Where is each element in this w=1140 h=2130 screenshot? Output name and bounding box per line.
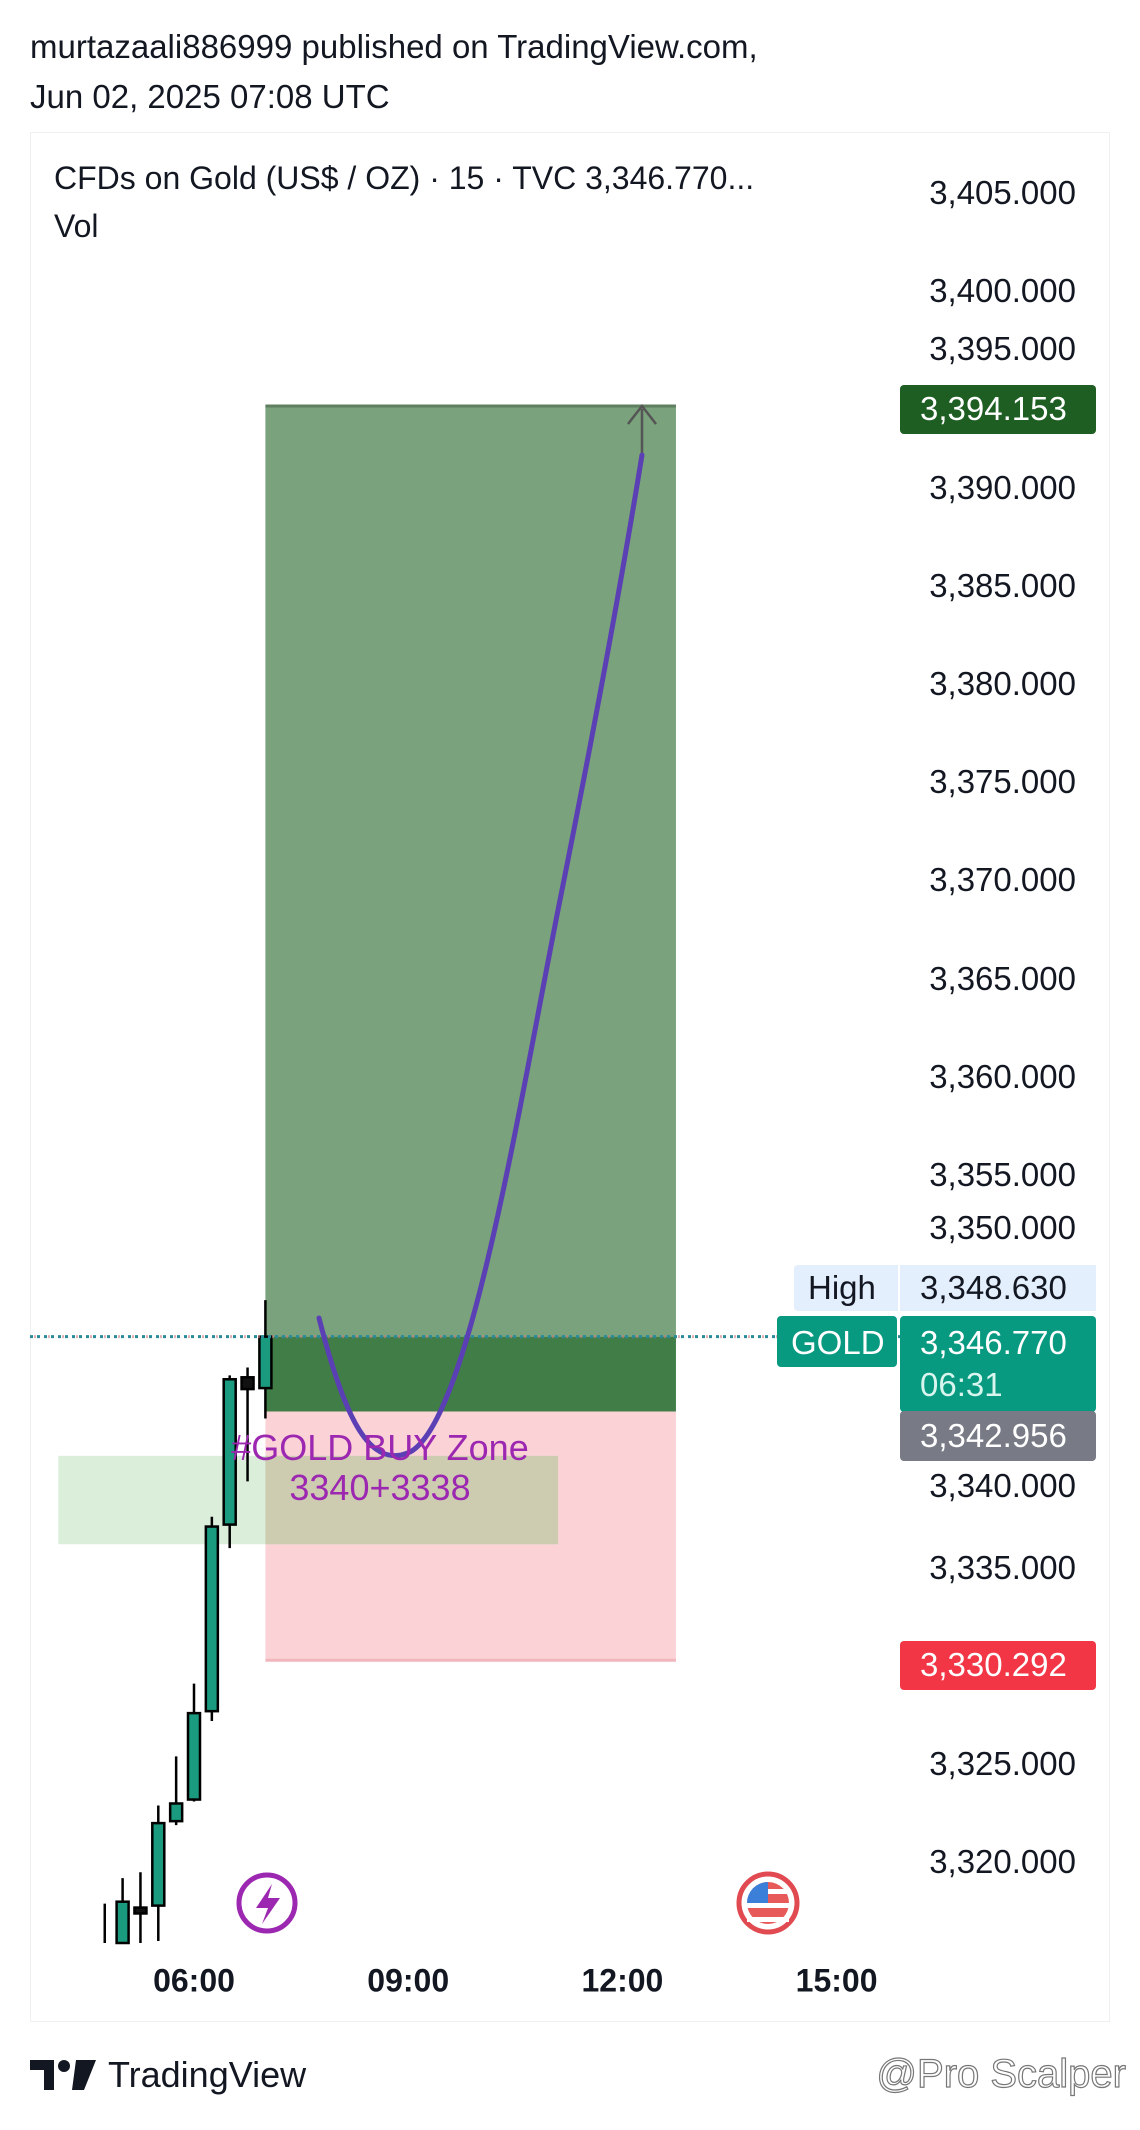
candle	[204, 1516, 220, 1721]
arrow-up-icon	[627, 403, 657, 425]
candle	[168, 1756, 184, 1826]
price-axis-label: 3,325.000	[929, 1745, 1076, 1783]
chart-frame[interactable]	[30, 132, 1110, 2022]
target-zone	[265, 406, 676, 1337]
price-axis-label: 3,350.000	[929, 1209, 1076, 1247]
flag-canton	[747, 1882, 768, 1903]
tradingview-brand[interactable]: TradingView	[30, 2054, 306, 2096]
price-axis-label: 3,380.000	[929, 665, 1076, 702]
tradingview-logo-icon	[30, 2060, 96, 2090]
bar-countdown: 06:31	[920, 1366, 1003, 1403]
projected-path	[316, 452, 645, 1459]
time-axis-label: 09:00	[367, 1962, 450, 1999]
candle	[186, 1683, 202, 1802]
candle	[133, 1872, 148, 1943]
price-axis-label: 3,370.000	[929, 861, 1076, 899]
target-price-badge: 3,394.153	[900, 385, 1096, 434]
flag-stripe	[747, 1903, 789, 1908]
brand-name: TradingView	[108, 2054, 307, 2095]
price-axis-label: 3,405.000	[929, 174, 1076, 211]
publisher-line: murtazaali886999 published on TradingVie…	[30, 28, 758, 65]
price-axis-label: 3,335.000	[929, 1548, 1076, 1586]
price-axis-label: 3,320.000	[929, 1843, 1076, 1881]
candle-body	[151, 1821, 166, 1907]
candle	[115, 1878, 130, 1945]
price-axis-label: 3,355.000	[929, 1156, 1076, 1193]
time-axis-label: 15:00	[795, 1962, 878, 1999]
candle-body	[204, 1525, 220, 1713]
last-price: 3,346.770	[920, 1324, 1067, 1361]
price-axis-label: 3,395.000	[929, 330, 1076, 368]
stop-price-badge: 3,330.292	[900, 1641, 1096, 1690]
time-axis-label: 12:00	[581, 1962, 664, 1999]
price-axis-label: 3,400.000	[929, 272, 1076, 310]
candle	[258, 1300, 273, 1419]
buy-zone-title: #GOLD BUY Zone	[231, 1427, 529, 1468]
symbol-legend[interactable]: CFDs on Gold (US$ / OZ) · 15 · TVC 3,346…	[54, 160, 755, 196]
time-axis-label: 06:00	[153, 1962, 235, 1999]
buy-zone-range: 3340+3338	[289, 1467, 471, 1508]
candle-body	[133, 1906, 148, 1915]
candle	[151, 1805, 166, 1941]
candle-body	[168, 1802, 184, 1823]
buy-zone-label: #GOLD BUY Zone 3340+3338	[180, 1428, 580, 1508]
volume-legend[interactable]: Vol	[54, 208, 99, 244]
candle	[222, 1375, 237, 1549]
price-axis-label: 3,390.000	[929, 468, 1076, 506]
flag-stripe	[747, 1917, 789, 1922]
candle-body	[115, 1900, 130, 1945]
symbol-badge: GOLD	[777, 1316, 897, 1367]
high-price-badge: 3,348.630	[900, 1265, 1096, 1311]
us-flag-icon	[747, 1882, 789, 1924]
buy-zone-overlap	[265, 1455, 559, 1545]
price-axis-label: 3,385.000	[929, 566, 1076, 604]
price-axis-label: 3,360.000	[929, 1057, 1076, 1095]
watermark-text: @Pro Scalper	[876, 2051, 1127, 2096]
watermark: @Pro Scalper	[876, 2051, 1127, 2097]
candle-body	[258, 1335, 273, 1390]
price-axis-label: 3,375.000	[929, 763, 1076, 801]
publish-date: Jun 02, 2025 07:08 UTC	[30, 78, 390, 115]
entry-low-badge: 3,342.956	[900, 1411, 1096, 1461]
lightning-icon	[256, 1884, 280, 1924]
last-price-badge: 3,346.770 06:31	[900, 1316, 1096, 1412]
candle-body	[222, 1378, 237, 1526]
price-axis-label: 3,365.000	[929, 959, 1076, 997]
price-axis-label: 3,340.000	[929, 1466, 1076, 1504]
high-label-badge: High	[794, 1265, 898, 1311]
candle	[240, 1367, 255, 1482]
candle-body	[186, 1711, 202, 1801]
candle-body	[240, 1376, 255, 1391]
